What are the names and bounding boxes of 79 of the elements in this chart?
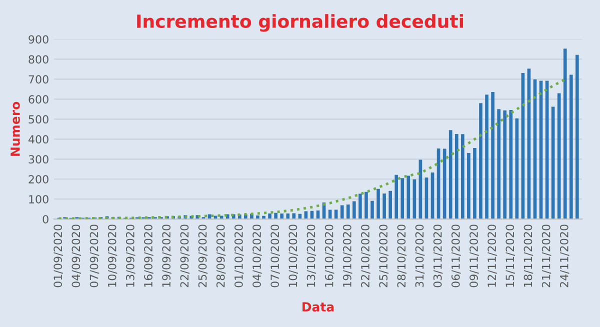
y-tick-label: 100 — [29, 195, 48, 204]
bar — [280, 213, 284, 220]
bar — [497, 109, 500, 220]
y-tick-label: 900 — [28, 35, 48, 44]
bar — [503, 110, 507, 220]
bar — [454, 134, 458, 220]
bar — [569, 74, 573, 220]
x-tick-label: 10/10/2020 — [288, 224, 298, 287]
y-tick-label: 300 — [28, 155, 48, 164]
x-tick-label: 13/09/2020 — [126, 224, 136, 287]
x-tick-label: 09/11/2020 — [470, 224, 479, 288]
chart-title: Incremento giornaliero deceduti — [137, 14, 464, 32]
bar — [346, 204, 350, 220]
x-tick-label: 22/10/2020 — [361, 224, 370, 288]
y-tick-label: 500 — [28, 115, 48, 124]
x-tick-label: 07/10/2020 — [270, 224, 280, 288]
bar — [268, 213, 272, 220]
bar — [563, 48, 567, 220]
x-tick-label: 06/11/2020 — [451, 224, 461, 288]
y-tick-label: 0 — [42, 215, 48, 224]
x-tick-label: 25/09/2020 — [198, 224, 208, 288]
bar — [485, 94, 488, 220]
x-tick-label: 24/11/2020 — [560, 224, 570, 288]
x-tick-label: 28/10/2020 — [397, 224, 406, 288]
x-axis-title: Data — [302, 302, 334, 312]
bar — [358, 194, 362, 220]
bar — [352, 201, 356, 220]
x-tick-label: 10/09/2020 — [108, 224, 118, 287]
y-axis-title: Numero — [10, 102, 20, 156]
bar — [406, 176, 410, 220]
y-tick-label: 700 — [28, 75, 48, 84]
bar — [551, 106, 555, 220]
bar — [370, 200, 374, 220]
x-tick-label: 25/10/2020 — [379, 224, 388, 288]
bar — [388, 190, 392, 220]
bar — [509, 110, 513, 220]
x-tick-label: 16/10/2020 — [324, 224, 334, 287]
bar — [461, 134, 464, 220]
bar — [400, 178, 404, 220]
bar — [436, 148, 440, 220]
y-tick-label: 800 — [28, 55, 48, 64]
x-tick-label: 19/10/2020 — [342, 224, 352, 287]
bar — [473, 148, 476, 220]
bar — [292, 213, 296, 220]
bar — [376, 188, 380, 220]
bar — [340, 205, 344, 220]
bar — [491, 92, 494, 220]
x-tick-label: 18/11/2020 — [524, 224, 534, 287]
x-tick-label: 13/10/2020 — [306, 224, 316, 287]
bar — [274, 212, 278, 220]
x-tick-label: 22/09/2020 — [180, 224, 190, 288]
bar — [576, 54, 579, 220]
x-tick-label: 03/11/2020 — [433, 224, 443, 288]
y-tick-label: 600 — [28, 95, 48, 104]
x-tick-label: 01/09/2020 — [54, 224, 63, 288]
x-tick-label: 19/09/2020 — [162, 224, 172, 287]
bar — [557, 93, 561, 220]
x-tick-label: 15/11/2020 — [506, 224, 515, 287]
bar — [442, 148, 446, 220]
bar — [394, 174, 398, 220]
x-tick-label: 04/09/2020 — [72, 224, 81, 288]
bar — [467, 152, 470, 220]
x-tick-label: 07/09/2020 — [90, 224, 100, 288]
x-tick-label: 12/11/2020 — [488, 224, 497, 287]
bar — [382, 194, 386, 220]
x-tick-label: 16/09/2020 — [144, 224, 154, 287]
x-tick-label: 28/09/2020 — [216, 224, 226, 288]
bar — [448, 130, 452, 220]
x-tick-label: 01/10/2020 — [234, 224, 244, 288]
y-tick-label: 200 — [28, 175, 48, 184]
x-tick-label: 21/11/2020 — [542, 224, 552, 288]
bar — [286, 213, 290, 220]
x-tick-label: 04/10/2020 — [252, 224, 262, 288]
bar — [364, 192, 368, 220]
bar — [479, 103, 482, 220]
bar — [515, 118, 519, 220]
y-tick-label: 400 — [28, 135, 48, 144]
line-series — [58, 78, 566, 220]
x-tick-label: 31/10/2020 — [415, 224, 425, 288]
